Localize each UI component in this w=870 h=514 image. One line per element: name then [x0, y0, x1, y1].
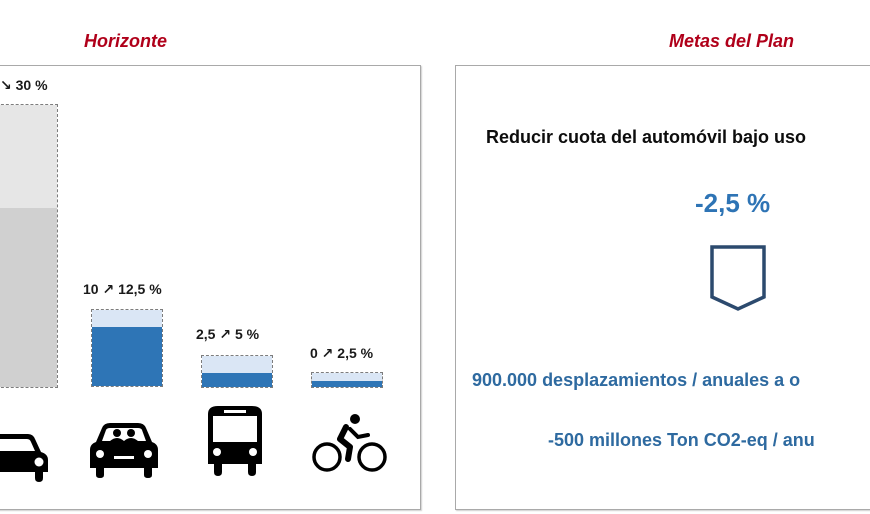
- bar-bicycle-current-segment: [312, 381, 382, 387]
- bicycle-icon: [312, 414, 387, 472]
- goals-title: Metas del Plan: [669, 31, 795, 51]
- goal-value: -2,5 %: [695, 188, 771, 218]
- bar-bus-target-segment: [202, 356, 272, 373]
- goal-co2-line: -500 millones Ton CO2-eq / anu: [548, 430, 815, 450]
- goal-title: Reducir cuota del automóvil bajo uso: [486, 127, 807, 147]
- bar-car: [0, 104, 58, 388]
- bar-label-carpool: 10 ↗ 12,5 %: [83, 281, 162, 297]
- bar-bicycle: [311, 372, 383, 388]
- carpool-icon: [90, 423, 158, 478]
- bar-carpool-current-segment: [92, 327, 162, 386]
- goals-panel: [455, 65, 870, 510]
- bar-carpool: [91, 309, 163, 387]
- bar-bus: [201, 355, 273, 388]
- bar-label-car: ↘ 30 %: [0, 77, 48, 93]
- bar-label-bicycle: 0 ↗ 2,5 %: [310, 345, 374, 361]
- horizon-title: Horizonte: [84, 31, 167, 51]
- bar-bus-current-segment: [202, 373, 272, 387]
- car-icon: [0, 434, 48, 482]
- bar-carpool-target-segment: [92, 310, 162, 327]
- bus-icon: [208, 406, 262, 476]
- down-arrow-icon: [710, 245, 766, 311]
- goal-trips-line: 900.000 desplazamientos / anuales a o: [472, 370, 801, 390]
- bar-car-reduced-segment: [0, 105, 57, 208]
- bar-label-bus: 2,5 ↗ 5 %: [196, 326, 260, 342]
- bar-bicycle-target-segment: [312, 373, 382, 381]
- bar-car-current-segment: [0, 208, 57, 387]
